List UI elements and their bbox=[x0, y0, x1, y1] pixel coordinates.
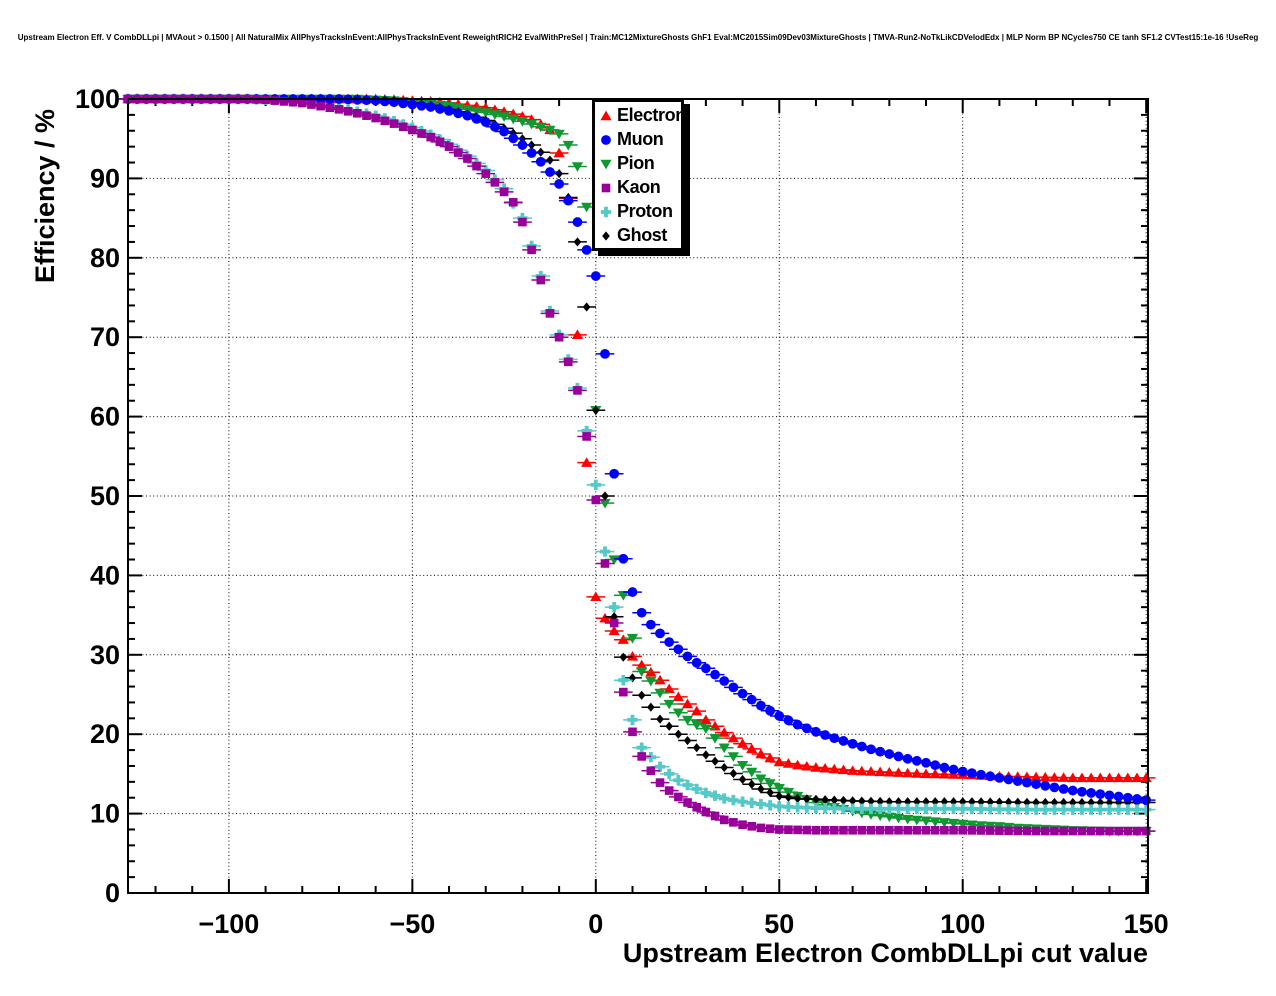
svg-text:150: 150 bbox=[1124, 909, 1169, 939]
svg-text:50: 50 bbox=[90, 481, 120, 511]
svg-text:80: 80 bbox=[90, 243, 120, 273]
svg-text:−100: −100 bbox=[198, 909, 259, 939]
legend-marker-proton bbox=[600, 206, 612, 218]
legend-marker-kaon bbox=[601, 183, 611, 193]
svg-text:70: 70 bbox=[90, 322, 120, 352]
legend-entry-pion: Pion bbox=[595, 151, 681, 175]
x-axis-title: Upstream Electron CombDLLpi cut value bbox=[622, 938, 1148, 968]
legend-label: Ghost bbox=[617, 224, 667, 245]
svg-text:100: 100 bbox=[75, 84, 120, 114]
svg-text:50: 50 bbox=[764, 909, 794, 939]
legend-entry-ghost: Ghost bbox=[595, 223, 681, 247]
legend: Electron Muon Pion Kaon Proton Ghost bbox=[592, 99, 686, 251]
plot-title: Upstream Electron Eff. V CombDLLpi | MVA… bbox=[17, 33, 1259, 42]
legend-entry-electron: Electron bbox=[595, 103, 686, 127]
svg-text:100: 100 bbox=[940, 909, 985, 939]
svg-text:−50: −50 bbox=[389, 909, 435, 939]
legend-marker-electron bbox=[600, 110, 612, 121]
legend-marker-ghost bbox=[602, 231, 610, 241]
svg-text:40: 40 bbox=[90, 560, 120, 590]
svg-text:10: 10 bbox=[90, 799, 120, 829]
legend-marker-pion bbox=[600, 159, 612, 170]
gridlines bbox=[128, 99, 1148, 893]
legend-label: Muon bbox=[617, 128, 664, 149]
legend-entry-proton: Proton bbox=[595, 199, 681, 223]
legend-marker-muon bbox=[601, 135, 611, 145]
x-tick-labels: −100 −50 0 50 100 150 bbox=[198, 909, 1168, 939]
legend-entry-kaon: Kaon bbox=[595, 175, 681, 199]
y-tick-labels: 0 10 20 30 40 50 60 70 80 90 100 bbox=[75, 84, 120, 908]
legend-label: Electron bbox=[617, 104, 686, 125]
svg-text:20: 20 bbox=[90, 719, 120, 749]
svg-text:0: 0 bbox=[588, 909, 603, 939]
svg-text:60: 60 bbox=[90, 402, 120, 432]
legend-label: Pion bbox=[617, 152, 655, 173]
svg-text:90: 90 bbox=[90, 163, 120, 193]
legend-entry-muon: Muon bbox=[595, 127, 681, 151]
svg-text:30: 30 bbox=[90, 640, 120, 670]
y-axis-title: Efficiency / % bbox=[30, 108, 60, 283]
legend-label: Kaon bbox=[617, 176, 661, 197]
legend-label: Proton bbox=[617, 200, 673, 221]
svg-text:0: 0 bbox=[105, 878, 120, 908]
